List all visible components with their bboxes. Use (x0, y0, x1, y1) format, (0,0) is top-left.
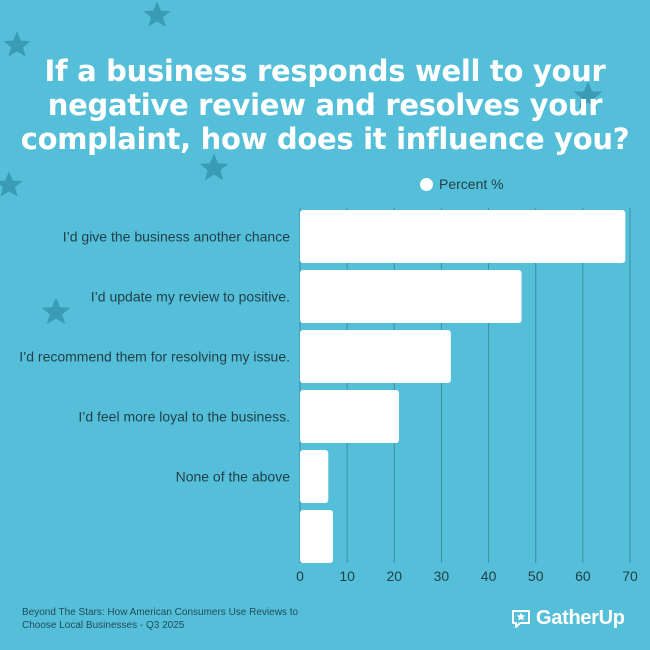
bar-chart: 0 10 20 30 40 50 60 70 I’d give the business ano… (19, 208, 638, 584)
source-line: Choose Local Businesses - Q3 2025 (22, 620, 185, 631)
star-icon (41, 297, 71, 325)
star-icon (0, 171, 23, 197)
chart-legend: Percent % (420, 176, 504, 192)
title-line: negative review and resolves your (47, 88, 603, 122)
bar (300, 390, 399, 443)
x-tick-label: 50 (528, 568, 544, 584)
legend-label: Percent % (439, 176, 504, 192)
brand-name: GatherUp (536, 606, 625, 629)
bar (300, 330, 451, 383)
category-label: None of the above (176, 469, 291, 485)
bar (300, 450, 329, 503)
category-label: I’d feel more loyal to the business. (78, 409, 290, 425)
x-tick-label: 40 (481, 568, 497, 584)
x-tick-label: 70 (622, 568, 638, 584)
brand-logo: GatherUp (510, 606, 625, 630)
category-label: I’d recommend them for resolving my issu… (19, 349, 290, 365)
category-label: I’d update my review to positive. (91, 289, 290, 305)
x-tick-label: 60 (575, 568, 591, 584)
category-label: I’d give the business another chance (63, 229, 290, 245)
source-note: Beyond The Stars: How American Consumers… (22, 606, 322, 632)
star-icon (199, 153, 229, 181)
x-tick-label: 0 (296, 568, 304, 584)
bar (300, 270, 522, 323)
bar (300, 210, 626, 263)
gatherup-logo-icon (512, 610, 530, 628)
x-tick-label: 30 (434, 568, 450, 584)
star-icon (3, 31, 31, 57)
source-line: Beyond The Stars: How American Consumers… (22, 607, 299, 618)
bar (300, 510, 333, 563)
star-icon (573, 81, 603, 109)
legend-swatch (420, 177, 433, 191)
star-icon (143, 1, 171, 27)
title-line: complaint, how does it influence you? (20, 122, 630, 156)
chart-title: If a business responds well to your nega… (20, 54, 630, 156)
x-tick-label: 20 (386, 568, 402, 584)
title-line: If a business responds well to your (44, 54, 606, 88)
x-tick-label: 10 (339, 568, 355, 584)
